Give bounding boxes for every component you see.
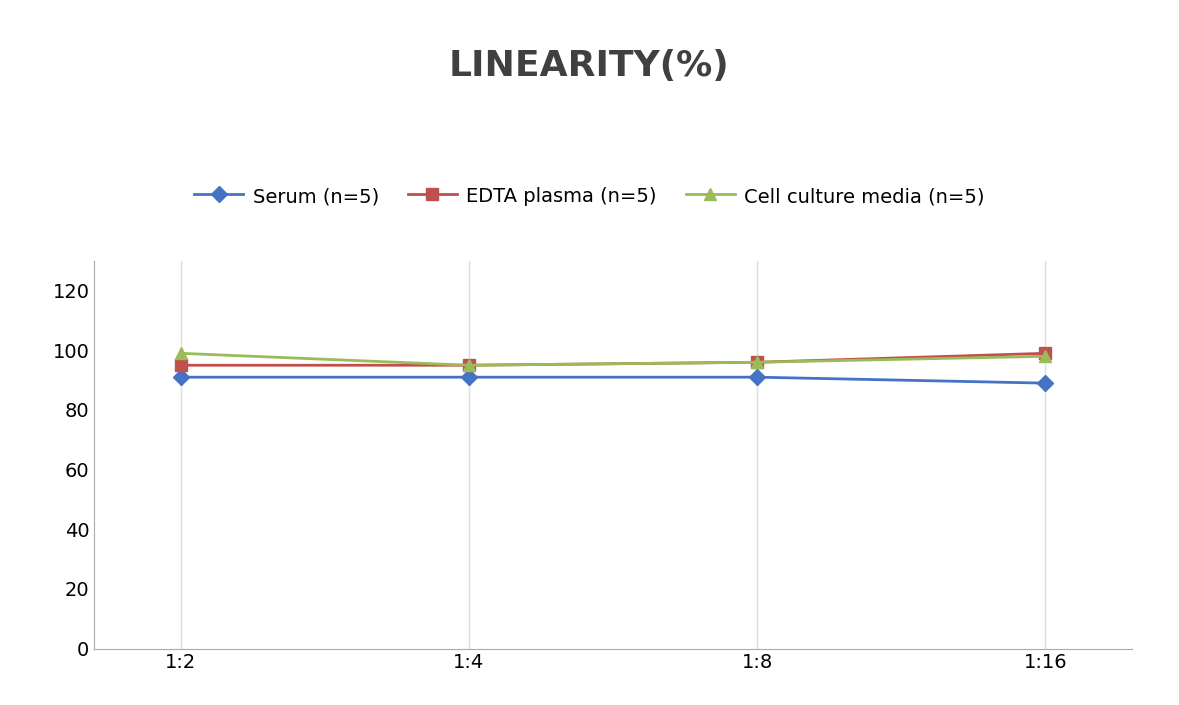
Cell culture media (n=5)	[173, 349, 187, 357]
Cell culture media (n=5)	[462, 361, 476, 369]
Cell culture media (n=5)	[1039, 352, 1053, 360]
Line: EDTA plasma (n=5): EDTA plasma (n=5)	[176, 348, 1050, 371]
EDTA plasma (n=5)	[750, 358, 764, 367]
Serum (n=5)	[1039, 379, 1053, 387]
Line: Cell culture media (n=5): Cell culture media (n=5)	[176, 348, 1050, 371]
Line: Serum (n=5): Serum (n=5)	[176, 372, 1050, 388]
Serum (n=5)	[462, 373, 476, 381]
EDTA plasma (n=5)	[1039, 349, 1053, 357]
Legend: Serum (n=5), EDTA plasma (n=5), Cell culture media (n=5): Serum (n=5), EDTA plasma (n=5), Cell cul…	[186, 179, 993, 214]
Cell culture media (n=5)	[750, 358, 764, 367]
EDTA plasma (n=5)	[173, 361, 187, 369]
EDTA plasma (n=5)	[462, 361, 476, 369]
Serum (n=5)	[173, 373, 187, 381]
Serum (n=5)	[750, 373, 764, 381]
Text: LINEARITY(%): LINEARITY(%)	[449, 49, 730, 83]
